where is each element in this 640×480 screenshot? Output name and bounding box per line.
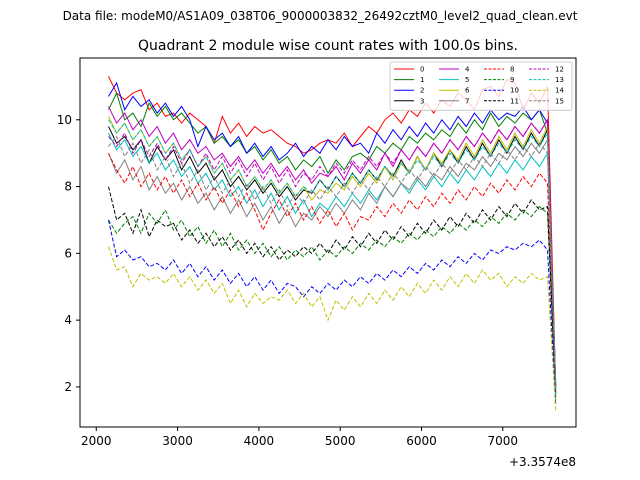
legend-label-8: 8 <box>510 66 514 74</box>
legend-label-0: 0 <box>420 66 424 74</box>
series-line-7 <box>108 138 557 384</box>
series-line-15 <box>108 135 557 387</box>
legend-label-2: 2 <box>420 87 424 95</box>
series-line-6 <box>108 116 557 391</box>
x-tick-label: 7000 <box>488 434 519 448</box>
series-line-9 <box>108 205 557 401</box>
x-tick-label: 3000 <box>162 434 193 448</box>
legend-label-3: 3 <box>420 97 424 105</box>
chart-title: Quadrant 2 module wise count rates with … <box>138 38 518 54</box>
series-line-8 <box>108 152 557 397</box>
legend-label-14: 14 <box>555 87 564 95</box>
series-line-13 <box>108 119 557 397</box>
series-line-14 <box>108 246 557 411</box>
series-line-10 <box>108 219 557 404</box>
series-line-3 <box>108 126 557 391</box>
y-tick-label: 8 <box>64 180 72 194</box>
x-tick-label: 2000 <box>81 434 112 448</box>
legend-box <box>389 61 573 111</box>
series-line-0 <box>108 76 557 387</box>
legend-label-5: 5 <box>465 76 469 84</box>
y-tick-label: 4 <box>64 313 72 327</box>
legend-label-12: 12 <box>555 66 564 74</box>
x-axis-offset-label: +3.3574e8 <box>509 455 576 469</box>
legend-label-15: 15 <box>555 97 564 105</box>
series-line-1 <box>108 91 557 384</box>
legend-label-4: 4 <box>465 66 470 74</box>
series-line-12 <box>108 118 557 391</box>
x-tick-label: 6000 <box>406 434 437 448</box>
series-line-2 <box>108 81 557 387</box>
series-line-5 <box>108 132 557 387</box>
y-axis: 2 4 6 8 10 <box>57 113 80 394</box>
x-tick-label: 5000 <box>325 434 356 448</box>
y-tick-label: 10 <box>57 113 72 127</box>
legend-label-6: 6 <box>465 87 470 95</box>
legend-label-1: 1 <box>420 76 424 84</box>
series-line-11 <box>108 186 557 394</box>
x-axis: 2000 3000 4000 5000 6000 7000 <box>81 427 518 448</box>
axes-frame <box>79 57 577 428</box>
legend-label-10: 10 <box>510 87 519 95</box>
plot-area <box>79 57 577 428</box>
legend-label-9: 9 <box>510 76 514 84</box>
figure-suptitle: Data file: modeM0/AS1A09_038T06_90000038… <box>63 9 578 23</box>
legend-label-7: 7 <box>465 97 469 105</box>
series-layer <box>108 76 557 411</box>
x-tick-label: 4000 <box>244 434 275 448</box>
legend-label-13: 13 <box>555 76 564 84</box>
legend-label-11: 11 <box>510 97 519 105</box>
y-tick-label: 2 <box>64 380 72 394</box>
y-tick-label: 6 <box>64 246 72 260</box>
